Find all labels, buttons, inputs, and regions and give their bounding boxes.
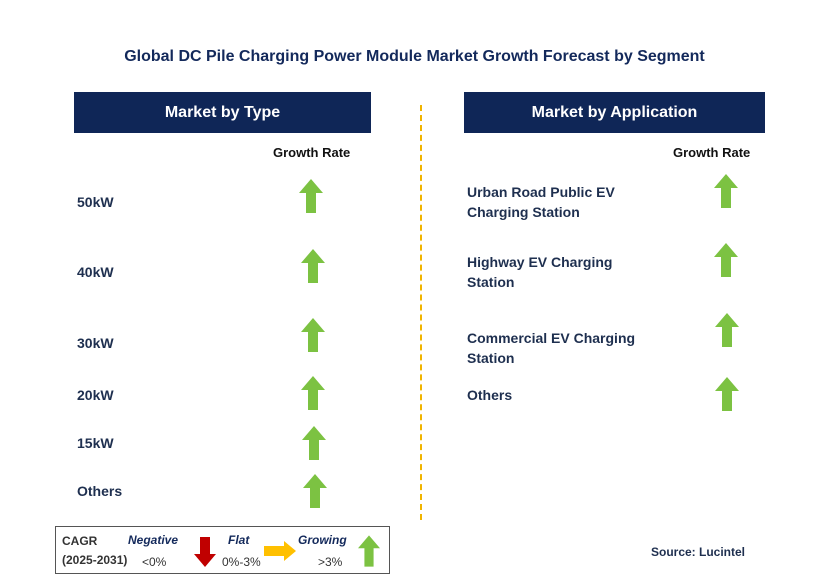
type-row-label: 40kW: [77, 264, 114, 280]
type-growth-rate-label: Growth Rate: [273, 145, 351, 160]
type-row-label: 50kW: [77, 194, 114, 210]
application-row-label: Highway EV Charging Station: [467, 254, 613, 290]
growing-up-arrow-icon: [302, 426, 326, 460]
legend-flat-label: Flat: [228, 533, 250, 547]
growing-up-arrow-icon: [301, 249, 325, 283]
growing-up-arrow-icon: [303, 474, 327, 508]
growing-up-arrow-icon: [714, 174, 738, 208]
growing-up-arrow-icon: [301, 376, 325, 410]
source-label: Source: Lucintel: [651, 545, 746, 559]
growing-up-arrow-icon: [299, 179, 323, 213]
type-row-label: 20kW: [77, 387, 114, 403]
application-growth-rate-label: Growth Rate: [673, 145, 751, 160]
type-row-label: Others: [77, 483, 123, 499]
application-row-label: Commercial EV Charging Station: [467, 330, 636, 366]
growing-up-arrow-icon: [358, 535, 380, 567]
legend-negative-label: Negative: [128, 533, 179, 547]
market-by-type-header: Market by Type: [74, 92, 371, 133]
application-row-label: Urban Road Public EV Charging Station: [467, 184, 615, 220]
type-row-label: 15kW: [77, 435, 114, 451]
market-by-application-header: Market by Application: [464, 92, 765, 133]
application-row-label: Others: [467, 387, 513, 403]
legend-growing-label: Growing: [298, 533, 347, 547]
legend-flat-range: 0%-3%: [222, 555, 261, 569]
negative-down-arrow-icon: [194, 537, 216, 567]
panel-divider: [420, 105, 422, 520]
legend-cagr-label: CAGR: [62, 534, 98, 548]
legend-period-label: (2025-2031): [62, 553, 128, 567]
flat-right-arrow-icon: [264, 541, 296, 561]
growing-up-arrow-icon: [714, 243, 738, 277]
type-row-label: 30kW: [77, 335, 114, 351]
cagr-legend: CAGR (2025-2031) Negative <0% Flat 0%-3%…: [55, 526, 390, 574]
growing-up-arrow-icon: [301, 318, 325, 352]
growing-up-arrow-icon: [715, 377, 739, 411]
growing-up-arrow-icon: [715, 313, 739, 347]
legend-negative-range: <0%: [142, 555, 167, 569]
legend-growing-range: >3%: [318, 555, 343, 569]
chart-title: Global DC Pile Charging Power Module Mar…: [124, 48, 705, 65]
